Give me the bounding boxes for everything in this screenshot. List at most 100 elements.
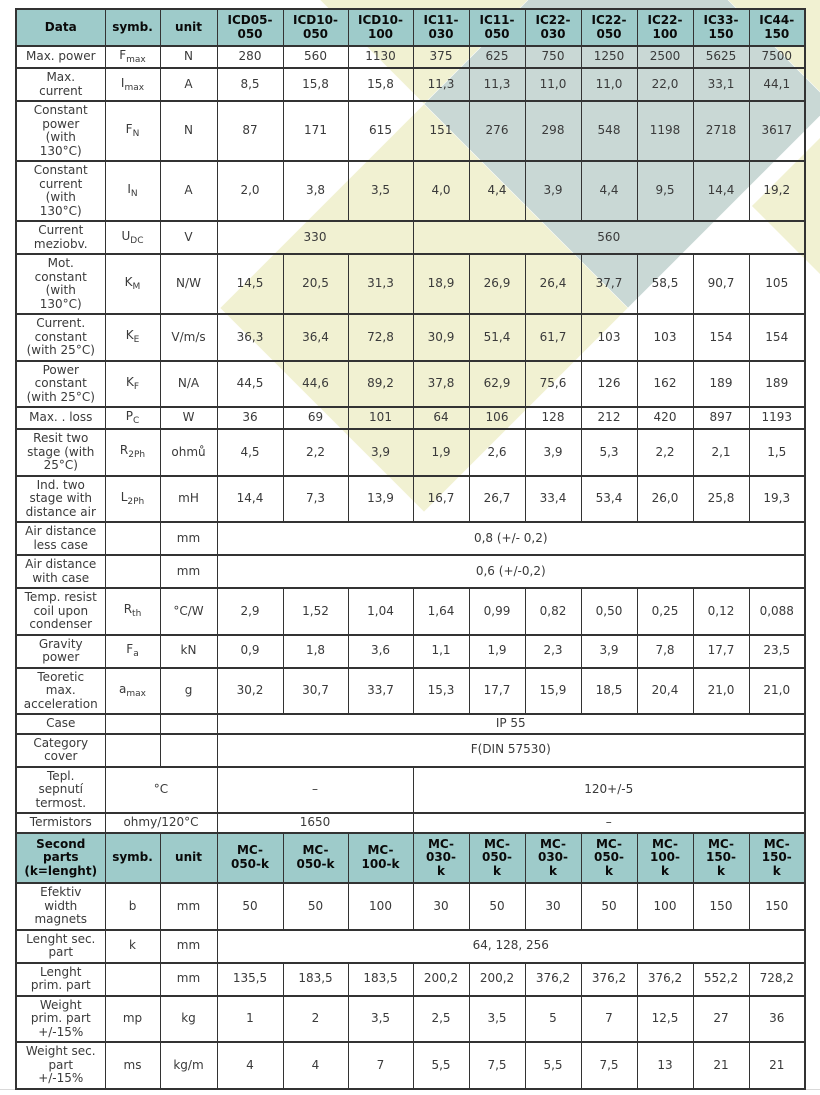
value-cell: 2,0 xyxy=(216,160,284,222)
table-row: Temp. resist coil upon condenser Rth °C/W 2… xyxy=(15,587,806,636)
value-cell: 31,3 xyxy=(347,253,414,315)
value-cell: 3,9 xyxy=(524,160,582,222)
value-cell: 9,5 xyxy=(636,160,694,222)
value-cell: 53,4 xyxy=(580,474,638,523)
table-row: Teoretic max. acceleration amax g 30,2 30,7 3… xyxy=(15,666,806,715)
value-cell: 50 xyxy=(282,882,349,931)
value-cell: 3,9 xyxy=(347,428,414,477)
page-bottom-edge xyxy=(0,1089,820,1090)
value-cell: 30 xyxy=(412,882,470,931)
value-cell: 26,4 xyxy=(524,253,582,315)
value-cell: 420 xyxy=(636,406,694,430)
symbol-cell xyxy=(104,521,161,556)
column-header-cell: IC11- 050 xyxy=(468,8,526,47)
column-header-cell: MC- 150- k xyxy=(692,831,750,884)
value-cell: 375 xyxy=(412,45,470,69)
value-cell: 0,088 xyxy=(748,587,806,636)
value-cell: 0,12 xyxy=(692,587,750,636)
symbol-unit-cell: ohmy/120°C xyxy=(104,812,218,834)
column-header-cell: MC- 150- k xyxy=(748,831,806,884)
symbol-cell: Fmax xyxy=(104,45,161,69)
row-label-cell: Category cover xyxy=(15,732,106,768)
symbol-cell xyxy=(104,961,161,997)
table-row: Category cover F(DIN 57530) xyxy=(15,732,806,768)
header-unit-cell: unit xyxy=(159,8,218,47)
value-cell: 376,2 xyxy=(636,961,694,997)
symbol-base: K xyxy=(125,374,134,389)
unit-cell: N xyxy=(159,45,218,69)
value-cell: 51,4 xyxy=(468,313,526,362)
column-header-cell: MC- 030- k xyxy=(412,831,470,884)
value-cell: 11,3 xyxy=(468,67,526,102)
value-cell: 1,64 xyxy=(412,587,470,636)
unit-cell: kg xyxy=(159,994,218,1043)
symbol-base: K xyxy=(124,275,133,289)
value-cell: 5,5 xyxy=(412,1041,470,1090)
row-label-cell: Current. constant (with 25°C) xyxy=(15,313,106,362)
value-cell: 1,04 xyxy=(347,587,414,636)
value-cell: 0,99 xyxy=(468,587,526,636)
column-header-cell: IC22- 050 xyxy=(580,8,638,47)
column-header-cell: IC22- 030 xyxy=(524,8,582,47)
value-cell: 552,2 xyxy=(692,961,750,997)
row-label-cell: Air distance with case xyxy=(15,554,106,589)
value-cell: 1198 xyxy=(636,100,694,162)
unit-cell: N xyxy=(159,100,218,162)
value-cell: 18,5 xyxy=(580,666,638,715)
table-row: Max. . loss PC W 36 69 101 64 106 128 212 420 897 11… xyxy=(15,406,806,430)
column-header-cell: IC44- 150 xyxy=(748,8,806,47)
table-row: Gravity power Fa kN 0,9 1,8 3,6 1,1 1,9 2,3 3,9 7,… xyxy=(15,633,806,669)
symbol-base: ms xyxy=(123,1057,142,1072)
table-row: Current meziobv. UDC V 330 560 xyxy=(15,220,806,255)
symbol-subscript: max xyxy=(126,55,146,65)
value-cell: 26,7 xyxy=(468,474,526,523)
table-row: Efektiv width magnets b mm 50 50 100 30 50 30 50 1… xyxy=(15,882,806,931)
value-cell: 1250 xyxy=(580,45,638,69)
value-cell: 625 xyxy=(468,45,526,69)
value-cell: 37,7 xyxy=(580,253,638,315)
value-cell: 4,5 xyxy=(216,428,284,477)
symbol-cell: ms xyxy=(104,1041,161,1090)
value-cell: 135,5 xyxy=(216,961,284,997)
value-cell: 64, 128, 256 xyxy=(216,928,806,964)
unit-cell: A xyxy=(159,160,218,222)
value-cell: 19,2 xyxy=(748,160,806,222)
unit-cell: A xyxy=(159,67,218,102)
row-label-cell: Lenght prim. part xyxy=(15,961,106,997)
table-row: Resit two stage (with 25°C) R2Ph ohmů 4,5 2,… xyxy=(15,428,806,477)
value-cell: 17,7 xyxy=(692,633,750,669)
value-cell: 20,4 xyxy=(636,666,694,715)
value-cell: 2,2 xyxy=(282,428,349,477)
value-cell: 14,4 xyxy=(692,160,750,222)
row-label-cell: Air distance less case xyxy=(15,521,106,556)
table-row: Power constant (with 25°C) KF N/A 44,5 44,6 8… xyxy=(15,359,806,408)
symbol-base: b xyxy=(128,898,137,913)
unit-cell: mm xyxy=(159,961,218,997)
value-cell: 4 xyxy=(282,1041,349,1090)
value-cell: 7,5 xyxy=(468,1041,526,1090)
unit-cell: mH xyxy=(159,474,218,523)
symbol-cell: FN xyxy=(104,100,161,162)
spec-table-body: Data symb. unit ICD05- 050 ICD10- 050 ICD10- … xyxy=(15,8,806,1090)
unit-cell: N/A xyxy=(159,359,218,408)
symbol-cell: amax xyxy=(104,666,161,715)
value-cell: 75,6 xyxy=(524,359,582,408)
unit-cell: mm xyxy=(159,521,218,556)
value-cell: 1,9 xyxy=(468,633,526,669)
value-cell: 105 xyxy=(748,253,806,315)
table-row: Constant power (with 130°C) FN N 87 171 615 15… xyxy=(15,100,806,162)
symbol-base: k xyxy=(129,938,136,953)
unit-cell: mm xyxy=(159,554,218,589)
value-cell: 36 xyxy=(216,406,284,430)
unit-cell: g xyxy=(159,666,218,715)
unit-cell: mm xyxy=(159,882,218,931)
value-cell: 7 xyxy=(580,994,638,1043)
row-label-cell: Case xyxy=(15,713,106,735)
value-cell: 0,50 xyxy=(580,587,638,636)
value-cell: 25,8 xyxy=(692,474,750,523)
value-cell: 15,8 xyxy=(347,67,414,102)
value-cell: 21,0 xyxy=(692,666,750,715)
value-cell: 4,4 xyxy=(580,160,638,222)
symbol-cell: Imax xyxy=(104,67,161,102)
column-header-cell: MC- 050-k xyxy=(282,831,349,884)
